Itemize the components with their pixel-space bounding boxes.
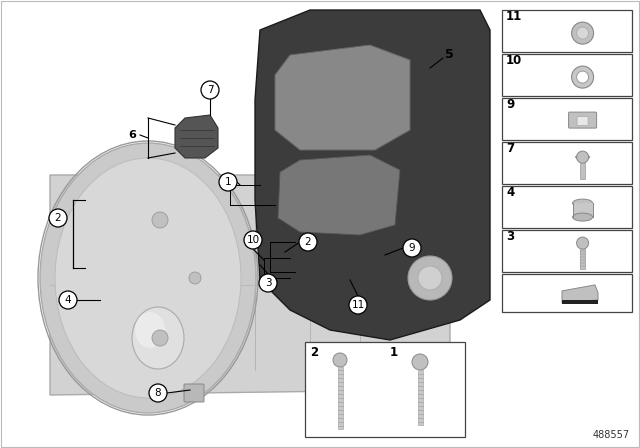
- Polygon shape: [278, 155, 400, 235]
- Bar: [337, 367, 342, 429]
- Ellipse shape: [573, 199, 593, 207]
- Bar: [305, 342, 465, 437]
- Bar: [502, 274, 632, 312]
- Circle shape: [59, 291, 77, 309]
- Text: 9: 9: [506, 99, 515, 112]
- Text: 3: 3: [506, 231, 514, 244]
- Circle shape: [201, 81, 219, 99]
- Bar: [562, 300, 598, 304]
- FancyBboxPatch shape: [184, 384, 204, 402]
- Circle shape: [577, 71, 589, 83]
- Ellipse shape: [132, 307, 184, 369]
- Circle shape: [189, 272, 201, 284]
- Text: 10: 10: [246, 235, 260, 245]
- Circle shape: [577, 151, 589, 163]
- Text: 4: 4: [506, 186, 515, 199]
- Circle shape: [149, 384, 167, 402]
- Polygon shape: [275, 45, 410, 150]
- Text: 2: 2: [54, 213, 61, 223]
- Bar: [580, 249, 585, 269]
- Bar: [573, 203, 593, 217]
- Text: 488557: 488557: [593, 430, 630, 440]
- Circle shape: [299, 233, 317, 251]
- Text: 10: 10: [506, 55, 522, 68]
- Bar: [502, 54, 632, 96]
- Text: 1: 1: [225, 177, 231, 187]
- Polygon shape: [255, 10, 490, 340]
- Ellipse shape: [55, 158, 241, 398]
- Polygon shape: [175, 115, 218, 158]
- Ellipse shape: [573, 213, 593, 221]
- Bar: [417, 370, 422, 425]
- Polygon shape: [562, 285, 598, 303]
- FancyBboxPatch shape: [577, 116, 588, 125]
- Circle shape: [572, 66, 594, 88]
- Circle shape: [577, 237, 589, 249]
- Text: 7: 7: [506, 142, 514, 155]
- Text: 2: 2: [310, 345, 318, 358]
- Circle shape: [219, 173, 237, 191]
- Bar: [502, 98, 632, 140]
- Circle shape: [403, 239, 421, 257]
- Text: 5: 5: [445, 48, 454, 61]
- Ellipse shape: [40, 143, 256, 413]
- Bar: [580, 163, 585, 179]
- Bar: [502, 10, 632, 52]
- Circle shape: [412, 354, 428, 370]
- Ellipse shape: [135, 312, 165, 348]
- Text: 4: 4: [65, 295, 71, 305]
- Circle shape: [244, 231, 262, 249]
- Circle shape: [259, 274, 277, 292]
- Bar: [502, 142, 632, 184]
- Text: 11: 11: [506, 10, 522, 23]
- Circle shape: [349, 296, 367, 314]
- Text: 1: 1: [390, 345, 398, 358]
- FancyBboxPatch shape: [568, 112, 596, 128]
- Circle shape: [418, 266, 442, 290]
- Bar: [502, 230, 632, 272]
- Polygon shape: [50, 175, 450, 395]
- Text: 11: 11: [351, 300, 365, 310]
- Circle shape: [577, 27, 589, 39]
- Circle shape: [152, 330, 168, 346]
- Circle shape: [49, 209, 67, 227]
- Text: 3: 3: [265, 278, 271, 288]
- Text: 7: 7: [207, 85, 213, 95]
- Circle shape: [572, 22, 594, 44]
- Circle shape: [152, 212, 168, 228]
- Circle shape: [333, 353, 347, 367]
- Text: 6: 6: [128, 130, 136, 140]
- Text: 8: 8: [155, 388, 161, 398]
- Text: 9: 9: [409, 243, 415, 253]
- Text: 2: 2: [305, 237, 311, 247]
- Circle shape: [408, 256, 452, 300]
- Bar: [502, 186, 632, 228]
